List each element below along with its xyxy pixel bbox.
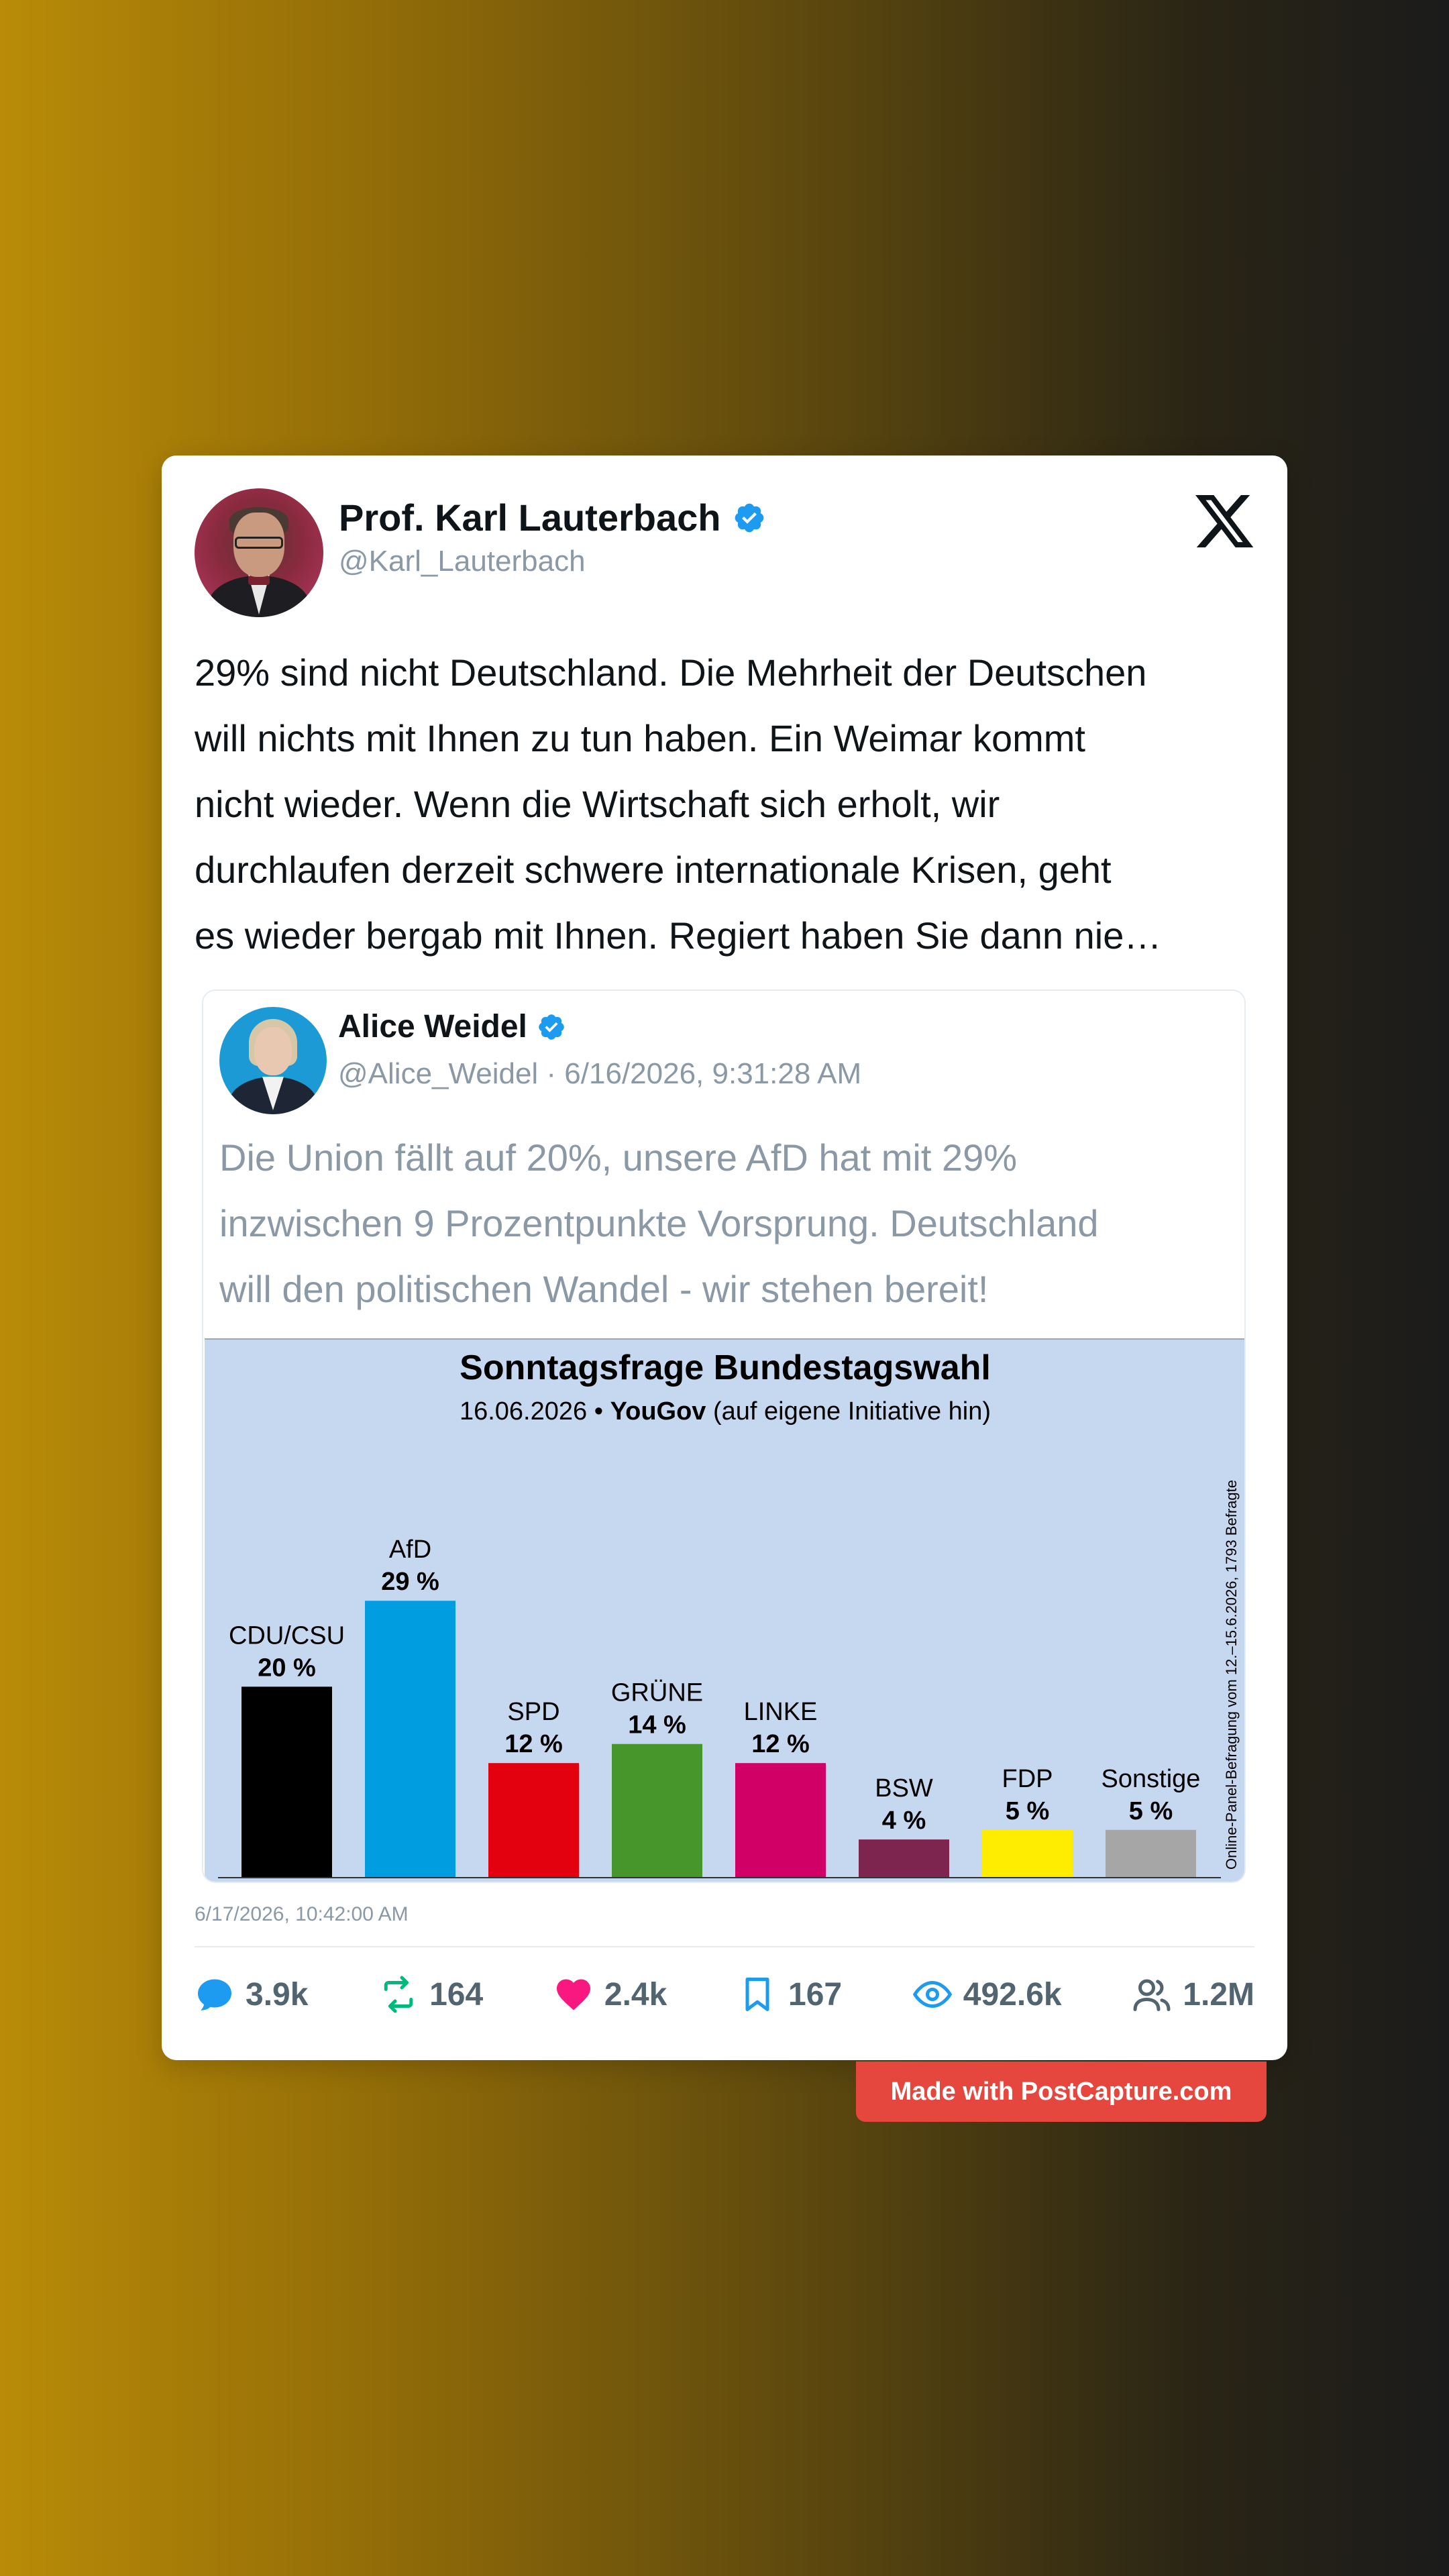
chart-subtitle: 16.06.2026 • YouGov (auf eigene Initiati…	[205, 1397, 1244, 1426]
bar-label-sonstige: Sonstige	[1102, 1765, 1201, 1793]
users-icon	[1133, 1979, 1171, 2011]
bar-fdp	[982, 1829, 1073, 1878]
quoted-tweet[interactable]: Alice Weidel @Alice_Weidel · 6/16/2026, …	[202, 989, 1246, 1883]
bar-cdu-csu	[241, 1686, 332, 1878]
divider	[195, 1946, 1254, 1947]
quoted-author-avatar[interactable]	[219, 1007, 327, 1114]
bar-label-gr-ne: GRÜNE	[611, 1679, 703, 1707]
quoted-author-name-row: Alice Weidel	[338, 1008, 566, 1045]
bar-value-linke: 12 %	[751, 1730, 810, 1758]
retweet-icon	[384, 1976, 413, 2013]
tweet-timestamp: 6/17/2026, 10:42:00 AM	[195, 1903, 409, 1925]
verified-badge-icon	[735, 503, 764, 532]
views-stat[interactable]: 492.6k	[912, 1974, 1062, 2015]
bar-value-fdp: 5 %	[1006, 1797, 1049, 1825]
bar-value-gr-ne: 14 %	[628, 1711, 686, 1739]
bar-label-bsw: BSW	[875, 1774, 933, 1803]
bar-bsw	[859, 1839, 949, 1878]
tweet-text-line: durchlaufen derzeit schwere internationa…	[195, 849, 1112, 891]
bookmarks-count: 167	[788, 1976, 843, 2012]
x-logo-icon[interactable]	[1192, 489, 1256, 553]
heart-icon	[556, 1979, 590, 2010]
bar-afd	[365, 1601, 455, 1878]
quoted-text-line: inzwischen 9 Prozentpunkte Vorsprung. De…	[219, 1202, 1099, 1244]
quoted-meta: @Alice_Weidel · 6/16/2026, 9:31:28 AM	[338, 1057, 862, 1090]
replies-count: 3.9k	[246, 1976, 309, 2012]
chart-title: Sonntagsfrage Bundestagswahl	[460, 1348, 991, 1387]
chart-subtitle-note: (auf eigene Initiative hin)	[713, 1397, 991, 1426]
postcapture-badge[interactable]: Made with PostCapture.com	[856, 2061, 1267, 2122]
tweet-card: Prof. Karl Lauterbach @Karl_Lauterbach 2…	[162, 455, 1287, 2060]
bar-linke	[735, 1763, 826, 1878]
likes-stat[interactable]: 2.4k	[553, 1974, 667, 2015]
retweets-stat[interactable]: 164	[378, 1974, 483, 2015]
quoted-text-line: will den politischen Wandel - wir stehen…	[219, 1268, 989, 1310]
stats-bar: 3.9k 164 2.4k 167 492.6k	[195, 1968, 1254, 2021]
bar-sonstige	[1106, 1829, 1196, 1878]
reply-icon	[198, 1979, 231, 2010]
quoted-text: Die Union fällt auf 20%, unsere AfD hat …	[219, 1125, 1226, 1322]
bookmark-icon	[745, 1978, 769, 2011]
poll-chart[interactable]: Sonntagsfrage Bundestagswahl 16.06.2026 …	[205, 1338, 1244, 1882]
views-count: 492.6k	[963, 1976, 1062, 2012]
author-avatar[interactable]	[195, 488, 323, 617]
tweet-text-line: es wieder bergab mit Ihnen. Regiert habe…	[195, 914, 1162, 957]
bar-chart-svg: CDU/CSU 20 % AfD 29 % SPD 12 % GRÜNE 14 % LINKE 1…	[218, 1536, 1221, 1878]
bar-spd	[488, 1763, 579, 1878]
tweet-text-line: will nichts mit Ihnen zu tun haben. Ein …	[195, 717, 1085, 759]
bookmarks-stat[interactable]: 167	[737, 1974, 842, 2015]
tweet-text-line: nicht wieder. Wenn die Wirtschaft sich e…	[195, 783, 1000, 825]
author-name-row: Prof. Karl Lauterbach	[339, 496, 766, 539]
verified-badge-icon	[539, 1014, 564, 1040]
bar-value-spd: 12 %	[504, 1730, 563, 1758]
author-handle[interactable]: @Karl_Lauterbach	[339, 545, 586, 578]
tweet-text: 29% sind nicht Deutschland. Die Mehrheit…	[195, 640, 1268, 969]
author-name[interactable]: Prof. Karl Lauterbach	[339, 496, 721, 539]
quoted-author-name[interactable]: Alice Weidel	[338, 1009, 527, 1044]
bar-label-fdp: FDP	[1002, 1765, 1053, 1793]
chart-subtitle-source: YouGov	[610, 1397, 706, 1426]
bar-value-sonstige: 5 %	[1129, 1797, 1173, 1825]
eye-icon	[912, 1980, 952, 2008]
chart-side-note: Online-Panel-Befragung vom 12.–15.6.2026…	[1223, 1480, 1240, 1870]
chart-subtitle-date: 16.06.2026 •	[459, 1397, 604, 1426]
bar-label-afd: AfD	[389, 1536, 431, 1564]
followers-count: 1.2M	[1183, 1976, 1254, 2012]
quoted-text-line: Die Union fällt auf 20%, unsere AfD hat …	[219, 1136, 1018, 1179]
bar-gr-ne	[612, 1743, 702, 1878]
likes-count: 2.4k	[604, 1976, 667, 2012]
retweets-count: 164	[429, 1976, 484, 2012]
bar-label-linke: LINKE	[744, 1698, 818, 1726]
bar-value-cdu-csu: 20 %	[258, 1654, 316, 1682]
bar-label-cdu-csu: CDU/CSU	[229, 1621, 345, 1650]
tweet-text-line: 29% sind nicht Deutschland. Die Mehrheit…	[195, 651, 1147, 694]
followers-stat[interactable]: 1.2M	[1132, 1974, 1254, 2015]
bar-label-spd: SPD	[507, 1698, 559, 1726]
bar-value-afd: 29 %	[381, 1568, 439, 1596]
bar-value-bsw: 4 %	[882, 1807, 926, 1835]
replies-stat[interactable]: 3.9k	[195, 1974, 308, 2015]
